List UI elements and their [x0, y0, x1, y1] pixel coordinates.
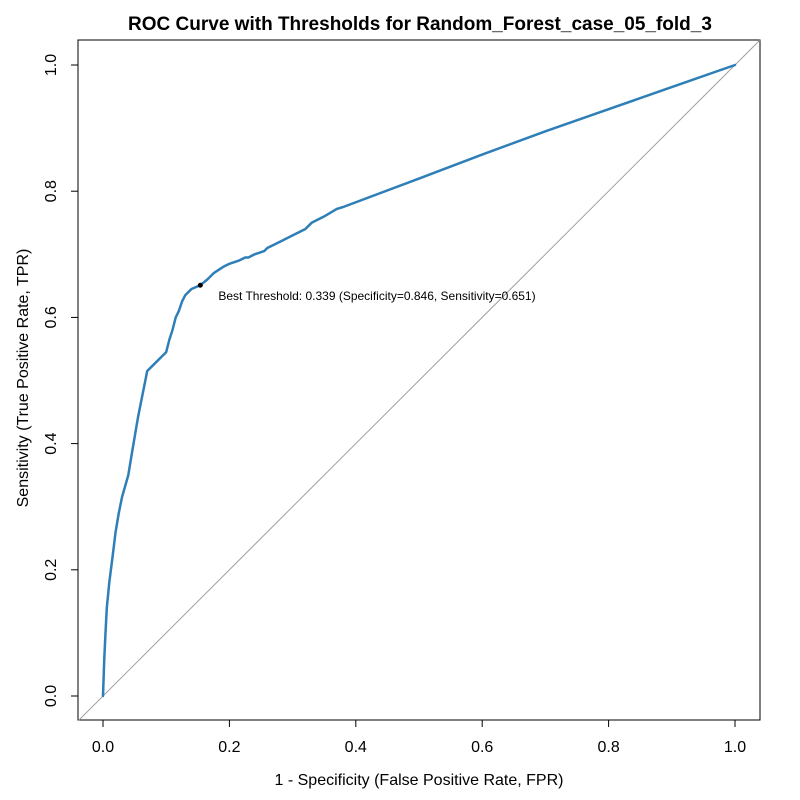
y-tick-label: 0.0: [43, 685, 60, 707]
roc-curve-line: [101, 63, 737, 698]
y-tick-label: 0.2: [43, 559, 60, 581]
reference-diagonal: [77, 39, 761, 722]
axes: 0.0 0.2 0.4 0.6 0.8 1.0 0.0 0.2 0.4 0.6 0.8 1.0: [43, 54, 746, 756]
roc-series: [101, 63, 737, 698]
plot-area: [77, 39, 761, 721]
best-threshold-annotation: Best Threshold: 0.339 (Specificity=0.846…: [218, 289, 535, 303]
y-tick-label: 0.8: [43, 180, 60, 202]
plot-border: [77, 39, 761, 721]
x-axis-label: 1 - Specificity (False Positive Rate, FP…: [275, 772, 564, 789]
x-tick-label: 0.6: [471, 739, 493, 756]
chart-title: ROC Curve with Thresholds for Random_For…: [128, 14, 712, 35]
best-threshold-point: [197, 282, 203, 288]
x-tick-label: 1.0: [724, 739, 746, 756]
y-tick-label: 1.0: [43, 54, 60, 76]
x-tick-label: 0.8: [597, 739, 619, 756]
y-tick-label: 0.6: [43, 306, 60, 328]
y-axis-label: Sensitivity (True Positive Rate, TPR): [15, 249, 32, 508]
best-threshold-marker-group: Best Threshold: 0.339 (Specificity=0.846…: [197, 282, 536, 303]
chance-diagonal-line: [77, 39, 761, 722]
x-tick-label: 0.0: [92, 739, 114, 756]
y-tick-label: 0.4: [43, 432, 60, 454]
x-tick-label: 0.2: [218, 739, 240, 756]
x-tick-label: 0.4: [345, 739, 367, 756]
